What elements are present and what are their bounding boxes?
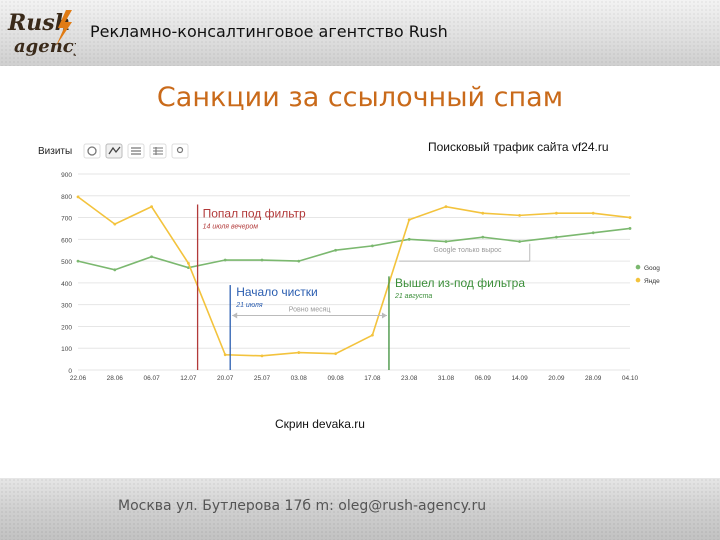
point-Яндекс-6 — [297, 351, 301, 354]
month-arrow-head-right — [381, 312, 387, 319]
filter-out-sub: 21 августа — [394, 293, 432, 300]
point-Google-14 — [591, 231, 595, 235]
point-Google-2 — [150, 255, 153, 259]
traffic-chart: Визиты Поисковый трафик сайта vf24.ru 0 1… — [30, 134, 667, 392]
point-Яндекс-3 — [187, 261, 190, 265]
point-Google-8 — [371, 244, 374, 248]
point-Google-11 — [481, 235, 485, 239]
point-Яндекс-10 — [444, 205, 448, 209]
x-tick-label-3: 12.07 — [180, 375, 197, 382]
month-label: Ровно месяц — [289, 307, 331, 314]
cleanup-title: Начало чистки — [236, 285, 318, 299]
slide-title: Санкции за ссылочный спам — [156, 82, 564, 113]
point-Google-5 — [260, 258, 264, 262]
filter-in-title: Попал под фильтр — [203, 207, 306, 221]
x-tick-label-9: 23.08 — [401, 375, 418, 382]
x-tick-label-13: 20.09 — [548, 375, 565, 382]
google-growth-label: Google только вырос — [433, 247, 502, 254]
x-tick-label-6: 03.08 — [291, 375, 308, 382]
point-Google-15 — [628, 227, 632, 230]
stack-icon-mark — [131, 147, 141, 155]
series-line-Яндекс — [77, 196, 631, 357]
x-tick-label-2: 06.07 — [143, 375, 160, 382]
point-Яндекс-5 — [260, 354, 264, 358]
point-Яндекс-7 — [334, 352, 337, 356]
x-tick-label-4: 20.07 — [217, 375, 234, 382]
pie-icon — [83, 143, 101, 159]
screenshot-caption: Скрин devaka.ru — [275, 417, 365, 431]
y-tick-label-500: 500 — [61, 259, 72, 266]
x-tick-label-7: 09.08 — [327, 375, 344, 382]
point-Google-1 — [113, 268, 117, 272]
legend-label-Google: Google — [644, 265, 660, 272]
x-tick-label-14: 28.09 — [585, 375, 602, 382]
x-tick-label-8: 17.08 — [364, 375, 381, 382]
y-tick-label-900: 900 — [61, 172, 72, 179]
point-Google-9 — [407, 237, 411, 241]
logo-word-rush: Rush — [7, 10, 71, 36]
point-Яндекс-12 — [518, 213, 521, 217]
map-icon-mark — [176, 146, 184, 154]
line-chart-icon — [105, 143, 123, 159]
point-Яндекс-4 — [223, 353, 227, 357]
x-tick-label-0: 22.06 — [70, 375, 87, 382]
point-Яндекс-1 — [113, 222, 117, 226]
point-Яндекс-11 — [481, 211, 485, 215]
y-tick-label-600: 600 — [61, 237, 72, 244]
line-chart-icon-mark — [108, 146, 121, 155]
x-tick-label-5: 25.07 — [254, 375, 271, 382]
chart-title: Поисковый трафик сайта vf24.ru — [428, 140, 609, 154]
point-Google-13 — [555, 235, 558, 239]
logo-word-agency: agency — [14, 36, 76, 57]
point-Google-6 — [297, 259, 301, 263]
point-Google-7 — [334, 248, 337, 252]
x-tick-label-1: 28.06 — [107, 375, 124, 382]
filter-in-sub: 14 июля вечером — [203, 224, 259, 231]
x-tick-label-11: 06.09 — [475, 375, 492, 382]
footer-contact: Москва ул. Бутлерова 17б m: oleg@rush-ag… — [118, 498, 487, 514]
y-tick-label-700: 700 — [61, 216, 72, 223]
table-icon-mark — [153, 147, 163, 155]
point-Яндекс-0 — [76, 195, 80, 199]
filter-out-title: Вышел из-под фильтра — [395, 276, 525, 290]
y-tick-label-800: 800 — [61, 194, 72, 201]
point-Google-4 — [223, 258, 227, 262]
cleanup-sub: 21 июля — [235, 302, 263, 309]
y-tick-label-0: 0 — [68, 368, 72, 375]
chart-svg: Визиты Поисковый трафик сайта vf24.ru 0 1… — [38, 140, 667, 382]
point-Google-0 — [76, 259, 80, 263]
toolbar-icons — [83, 143, 189, 159]
y-tick-label-300: 300 — [61, 303, 72, 310]
point-Яндекс-15 — [628, 216, 632, 219]
legend-marker-Яндекс — [635, 277, 641, 283]
footer-bar: Москва ул. Бутлерова 17б m: oleg@rush-ag… — [0, 478, 720, 540]
lightning-icon — [56, 10, 72, 46]
y-tick-label-200: 200 — [61, 324, 72, 331]
pie-icon-mark — [87, 146, 97, 156]
y-tick-label-100: 100 — [61, 346, 72, 353]
point-Google-12 — [518, 240, 521, 243]
series-line-Google — [77, 227, 631, 271]
legend-label-Яндекс: Яндекс — [644, 278, 660, 285]
point-Яндекс-14 — [591, 211, 595, 215]
x-tick-label-10: 31.08 — [438, 375, 455, 382]
point-Яндекс-2 — [150, 205, 153, 209]
point-Яндекс-13 — [555, 211, 558, 215]
x-tick-label-15: 04.10 — [622, 375, 639, 382]
point-Яндекс-8 — [371, 333, 374, 337]
x-tick-label-12: 14.09 — [511, 375, 528, 382]
header-bar: Rush agency Рекламно-консалтинговое аген… — [0, 0, 720, 66]
point-Google-10 — [444, 240, 448, 243]
legend-marker-Google — [635, 264, 641, 270]
point-Яндекс-9 — [407, 218, 411, 222]
y-tick-label-400: 400 — [61, 281, 72, 288]
agency-name: Рекламно-консалтинговое агентство Rush — [90, 22, 448, 41]
month-arrow-head-left — [232, 312, 238, 319]
rush-agency-logo: Rush agency — [7, 10, 76, 57]
toolbar-visits-label: Визиты — [38, 146, 72, 157]
map-icon — [171, 143, 189, 159]
